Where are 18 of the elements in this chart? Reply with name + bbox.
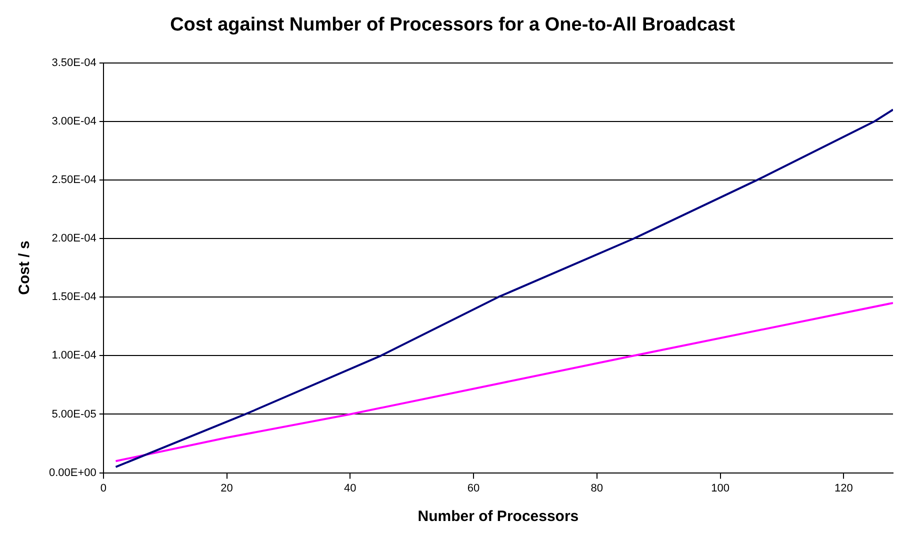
x-tick-label: 40 <box>344 482 356 494</box>
y-tick-label: 3.00E-04 <box>52 115 96 128</box>
y-tick-label: 2.00E-04 <box>52 232 96 245</box>
x-tick-label: 20 <box>220 482 233 494</box>
y-tick-label: 3.50E-04 <box>52 56 96 69</box>
y-axis-title: Cost / s <box>16 240 34 295</box>
y-tick-label: 2.50E-04 <box>52 174 96 186</box>
chart-title: Cost against Number of Processors for a One-to-All Broadcast <box>170 14 736 36</box>
x-tick-label: 60 <box>467 482 480 494</box>
x-tick-label: 80 <box>590 482 604 494</box>
y-tick-label: 1.50E-04 <box>52 291 96 304</box>
x-axis-title: Number of Processors <box>418 508 579 526</box>
x-tick-label: 120 <box>834 482 853 494</box>
x-tick-label: 0 <box>100 482 106 494</box>
y-tick-label: 5.00E-05 <box>52 408 96 420</box>
x-tick-label: 100 <box>711 482 730 494</box>
y-tick-label: 0.00E+00 <box>49 466 96 479</box>
y-tick-label: 1.00E-04 <box>52 350 96 362</box>
